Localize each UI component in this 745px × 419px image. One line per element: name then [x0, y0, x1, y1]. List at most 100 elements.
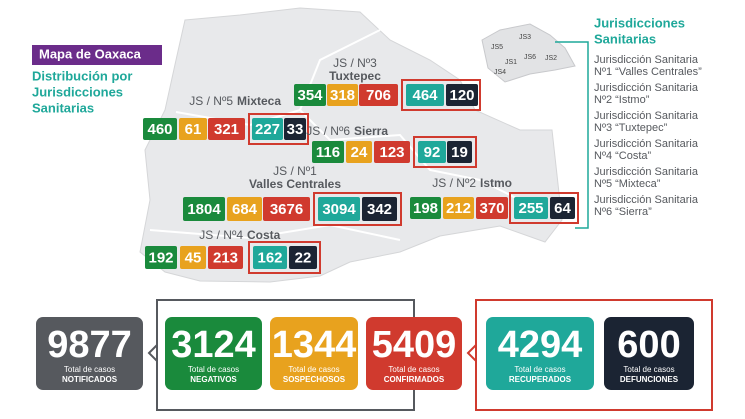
count-value: 460	[147, 121, 172, 138]
total-card	[366, 317, 462, 390]
subtitle: Sanitarias	[32, 100, 94, 115]
count-value: 1804	[187, 201, 221, 218]
total-line2: DEFUNCIONES	[620, 375, 679, 384]
outline-box	[248, 241, 321, 274]
arrow	[466, 342, 477, 364]
total-line1: Total de casos	[64, 365, 115, 374]
inset-label: JS5	[491, 44, 503, 51]
total-line2: NOTIFICADOS	[62, 375, 118, 384]
count-value: 22	[295, 249, 312, 266]
legend-name: Nº6 “Sierra”	[594, 206, 652, 218]
count-value: 684	[232, 201, 258, 218]
count-box	[208, 246, 243, 269]
count-value: 24	[351, 144, 368, 161]
legend-title: Jurisdicciones	[594, 15, 685, 30]
legend-name: Nº5 “Mixteca”	[594, 178, 661, 190]
count-value: 212	[446, 200, 471, 217]
total-value: 9877	[47, 324, 132, 366]
total-line1: Total de casos	[288, 365, 339, 374]
outline-box	[413, 136, 477, 168]
count-box	[406, 84, 444, 106]
count-value: 192	[148, 249, 173, 266]
title: Mapa de Oaxaca	[39, 46, 142, 61]
count-value: 464	[412, 87, 438, 104]
outline-box	[509, 192, 579, 224]
outline-box	[401, 79, 481, 111]
count-value: 255	[518, 200, 543, 217]
count-value: 370	[479, 200, 504, 217]
inset-label: JS4	[494, 69, 506, 76]
count-box	[447, 141, 472, 163]
total-value: 1344	[272, 324, 357, 366]
count-value: 213	[213, 249, 238, 266]
legend-label: Jurisdicción Sanitaria	[594, 54, 699, 66]
count-value: 123	[379, 144, 404, 161]
count-box	[263, 197, 310, 221]
subtitle: Distribución por	[32, 68, 132, 83]
legend-label: Jurisdicción Sanitaria	[594, 138, 699, 150]
jurisdiction-label: JS / Nº2	[432, 176, 476, 190]
count-box	[294, 84, 326, 106]
count-box	[446, 84, 478, 106]
outline-box	[313, 192, 402, 226]
outline-box	[248, 113, 309, 145]
count-box	[362, 197, 397, 221]
jurisdiction-name: Tuxtepec	[329, 69, 381, 83]
count-box	[443, 197, 474, 219]
total-card	[36, 317, 143, 390]
jurisdiction-name: Costa	[247, 228, 281, 242]
total-value: 3124	[171, 324, 256, 366]
legend-name: Nº1 “Valles Centrales”	[594, 66, 702, 78]
count-box	[374, 141, 410, 163]
total-card	[270, 317, 358, 390]
arrow	[147, 342, 158, 364]
count-box	[476, 197, 508, 219]
count-value: 3094	[322, 201, 356, 218]
legend-name: Nº4 “Costa”	[594, 150, 652, 162]
count-value: 116	[316, 144, 340, 161]
count-box	[327, 84, 358, 106]
count-box	[145, 246, 177, 269]
count-box	[227, 197, 262, 221]
jurisdiction-label: JS / Nº6	[306, 124, 350, 138]
count-value: 45	[185, 249, 202, 266]
inset-label: JS3	[519, 34, 531, 41]
total-line1: Total de casos	[388, 365, 439, 374]
count-value: 354	[297, 87, 323, 104]
count-value: 33	[287, 121, 304, 138]
total-line2: SOSPECHOSOS	[283, 375, 346, 384]
count-box	[289, 246, 317, 269]
legend-label: Jurisdicción Sanitaria	[594, 194, 699, 206]
count-box	[183, 197, 225, 221]
total-card	[604, 317, 694, 390]
count-box	[312, 141, 344, 163]
inset-label: JS1	[505, 59, 517, 66]
count-box	[410, 197, 441, 219]
count-value: 120	[449, 87, 474, 104]
total-card	[165, 317, 262, 390]
jurisdiction-label: JS / Nº1	[273, 164, 317, 178]
count-box	[179, 118, 207, 140]
count-box	[143, 118, 177, 140]
connector-line	[555, 41, 589, 229]
legend-title: Sanitarias	[594, 31, 656, 46]
map-border	[149, 223, 401, 241]
count-value: 198	[413, 200, 438, 217]
legend-label: Jurisdicción Sanitaria	[594, 82, 699, 94]
count-box	[346, 141, 372, 163]
count-value: 706	[366, 87, 391, 104]
jurisdiction-name: Istmo	[480, 176, 512, 190]
legend-label: Jurisdicción Sanitaria	[594, 166, 699, 178]
jurisdiction-name: Valles Centrales	[249, 177, 341, 191]
count-value: 162	[257, 249, 282, 266]
jurisdiction-name: Mixteca	[237, 94, 281, 108]
count-box	[550, 197, 575, 219]
total-line1: Total de casos	[623, 365, 674, 374]
count-box	[180, 246, 206, 269]
jurisdiction-label: JS / Nº5	[189, 94, 233, 108]
count-value: 3676	[270, 201, 303, 218]
subtitle: Jurisdicciones	[32, 84, 123, 99]
total-value: 5409	[372, 324, 457, 366]
total-value: 600	[617, 324, 680, 366]
